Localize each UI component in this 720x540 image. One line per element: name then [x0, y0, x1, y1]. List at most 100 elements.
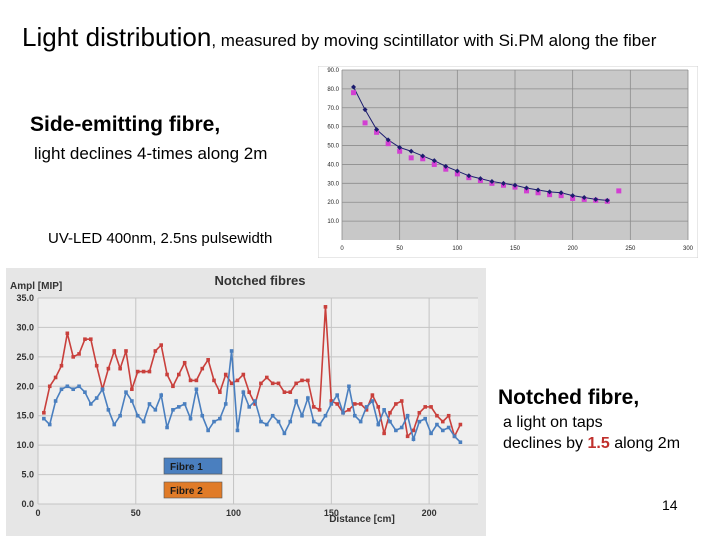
chart1-series2-point: [408, 155, 414, 161]
chart1-series1-point: [604, 197, 610, 203]
chart2-ytick-label: 35.0: [16, 293, 34, 303]
chart2-fibre2-point: [394, 402, 398, 406]
chart2-fibre1-point: [206, 428, 210, 433]
chart2-plot-area: [38, 298, 478, 504]
chart1-series1-point: [362, 107, 368, 113]
chart2-fibre2-point: [141, 369, 146, 374]
chart2-fibre1-point: [42, 416, 46, 421]
chart2-fibre1-point: [341, 410, 345, 415]
chart1-xtick-label: 200: [568, 246, 579, 252]
chart1-ytick-label: 10.0: [327, 219, 339, 225]
chart2-fibre2-point: [435, 413, 439, 418]
chart2-fibre2-point: [124, 349, 128, 353]
chart2-fibre1-point: [441, 428, 445, 433]
chart1-xtick-label: 250: [625, 246, 636, 252]
chart2-fibre1-point: [364, 405, 369, 409]
chart2-fibre2-point: [223, 372, 228, 377]
chart2-fibre2-point: [118, 366, 122, 371]
chart2-fibre2-point: [165, 372, 169, 377]
chart1-series2-point: [616, 188, 622, 194]
chart2-fibre1-point: [417, 419, 422, 424]
chart2-fibre1-point: [212, 419, 216, 424]
chart2-xtick-label: 100: [226, 508, 241, 518]
chart1-ytick-label: 50.0: [327, 144, 339, 150]
page-number: 14: [662, 497, 678, 513]
chart1-series1-point: [420, 153, 426, 159]
chart2-fibre2-point: [182, 360, 187, 365]
chart2-fibre2-point: [53, 375, 58, 380]
chart1-series1-point: [477, 176, 483, 182]
chart2-fibre2-point: [77, 352, 81, 356]
chart1-ytick-label: 60.0: [327, 125, 339, 131]
chart2-title: Notched fibres: [214, 273, 305, 288]
chart2-fibre2-point: [59, 363, 64, 368]
side-emitting-chart: 10.0 20.0 30.0 40.0 50.0 60.0 70.0 80.0 90.0 0 50 1…: [318, 66, 698, 258]
notched-line2-post: along 2m: [609, 435, 681, 452]
chart2-fibre2-point: [388, 410, 392, 415]
decline-factor: 1.5: [587, 435, 610, 452]
side-emitting-description: light declines 4-times along 2m: [34, 144, 268, 163]
chart2-fibre2-point: [265, 375, 269, 380]
chart2-fibre1-point: [112, 422, 117, 427]
chart2-fibre1-point: [265, 422, 269, 427]
chart1-series1-point: [443, 163, 449, 169]
chart2-fibre2-point: [335, 402, 339, 406]
chart2-fibre1-point: [153, 408, 158, 412]
chart1-series1-point: [397, 144, 403, 150]
notched-fibres-chart: Notched fibres Ampl [MIP] Distance [cm] 0.0…: [6, 268, 486, 536]
chart2-fibre1-point: [141, 419, 146, 424]
chart2-fibre1-point: [435, 422, 439, 427]
chart2-fibre1-point: [288, 419, 293, 424]
chart2-fibre1-point: [253, 399, 257, 403]
chart2-fibre2-point: [188, 378, 193, 383]
chart2-xtick-label: 200: [422, 508, 437, 518]
chart2-xtick-label: 150: [324, 508, 339, 518]
chart1-series1-point: [570, 193, 576, 199]
chart1-series2-point: [454, 171, 460, 177]
chart1-series2-point: [524, 188, 530, 194]
chart1-series1-point: [500, 180, 506, 186]
chart2-xtick-label: 0: [35, 508, 40, 518]
chart2-fibre2-point: [42, 410, 46, 415]
chart2-fibre1-point: [335, 393, 339, 397]
chart2-legend-fibre2-label: Fibre 2: [170, 486, 203, 497]
chart2-fibre1-point: [147, 402, 152, 406]
chart2-fibre1-point: [317, 422, 322, 427]
chart2-legend-fibre1-box: [163, 457, 223, 475]
chart2-fibre1-point: [423, 416, 427, 421]
chart2-fibre1-point: [229, 349, 234, 353]
chart2-fibre1-point: [388, 419, 392, 424]
chart2-fibre1-point: [188, 416, 193, 421]
chart1-series2-point: [397, 148, 403, 154]
chart2-fibre2-point: [171, 384, 175, 389]
chart1-series1-point: [408, 148, 414, 154]
chart2-fibre1-point: [130, 399, 134, 403]
chart2-fibre1-point: [247, 405, 251, 409]
chart2-fibre2-point: [276, 381, 281, 386]
chart1-xtick-label: 100: [452, 246, 463, 252]
chart2-fibre2-point: [253, 402, 257, 406]
chart2-fibre1-point: [358, 419, 363, 424]
chart2-fibre1-point: [47, 422, 52, 427]
chart2-fibre2-point: [317, 408, 322, 412]
chart2-fibre2-point: [135, 369, 140, 374]
chart2-fibre1-point: [323, 413, 328, 418]
chart2-fibre1-point: [118, 413, 122, 418]
chart2-fibre2-point: [353, 402, 357, 406]
chart2-legend-fibre1-label: Fibre 1: [170, 462, 203, 473]
chart1-series2-point: [547, 192, 553, 198]
chart1-series1-point: [374, 127, 380, 132]
chart1-series2-point: [535, 190, 541, 196]
chart2-fibre2-point: [218, 390, 222, 394]
chart2-fibre1-point: [370, 399, 375, 403]
chart2-fibre2-point: [153, 349, 158, 353]
chart2-fibre2-point: [247, 390, 251, 394]
chart2-fibre1-point: [71, 387, 75, 392]
chart2-fibre1-point: [282, 431, 287, 436]
chart2-fibre1-point: [124, 390, 128, 394]
chart2-ytick-label: 10.0: [16, 440, 34, 450]
chart2-fibre2-point: [270, 381, 275, 386]
chart1-series2-point: [443, 166, 449, 172]
chart2-ylabel: Ampl [MIP]: [10, 281, 62, 292]
chart1-ytick-label: 80.0: [327, 87, 339, 93]
